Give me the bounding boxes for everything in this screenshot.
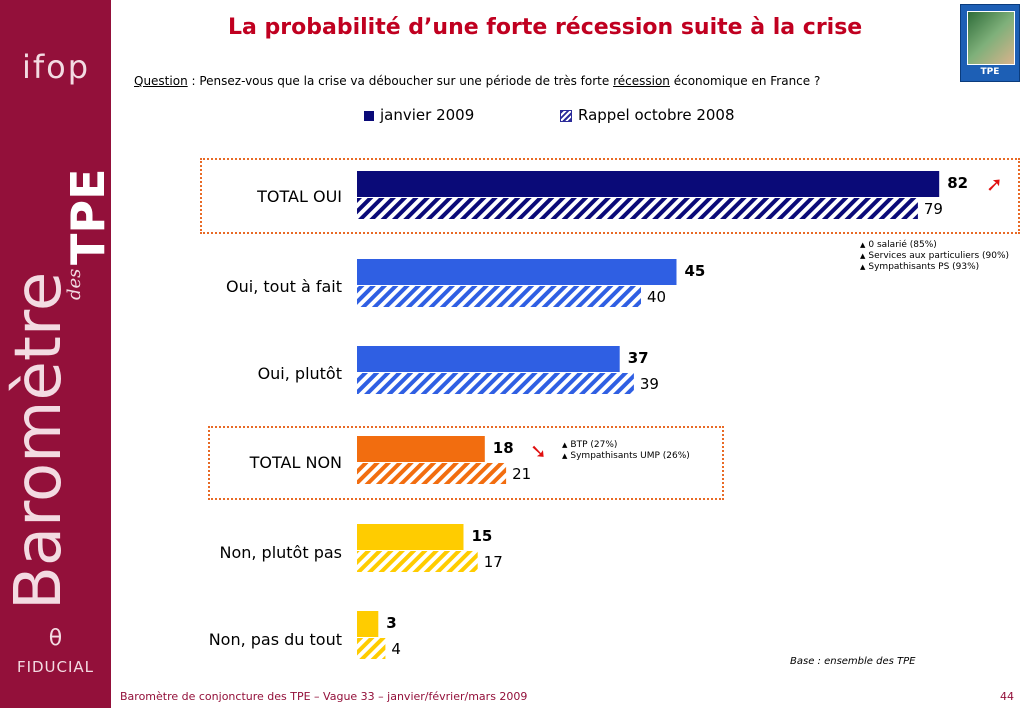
value-label-current-1: 45 [684, 262, 706, 280]
bar-previous-non-plutot-pas [357, 551, 478, 572]
footer-text: Baromètre de conjoncture des TPE – Vague… [120, 690, 528, 703]
category-label-non-pas-du-tout: Non, pas du tout [208, 630, 342, 649]
bar-previous-total-oui [357, 198, 918, 219]
value-label-previous-0: 79 [923, 200, 943, 218]
bar-previous-oui-plutot [357, 373, 634, 394]
tpe-badge: TPE [960, 4, 1020, 82]
category-label-oui-tout-a-fait: Oui, tout à fait [226, 277, 342, 296]
note-oui-item: ▲ 0 salarié (85%) [860, 240, 937, 250]
total-oui-highlight [200, 158, 1020, 234]
legend-previous-label: Rappel octobre 2008 [578, 106, 735, 124]
badge-label: TPE [980, 67, 1000, 77]
triangle-up-icon: ▲ [562, 452, 568, 460]
value-label-previous-2: 39 [639, 375, 659, 393]
value-label-current-5: 3 [386, 614, 397, 632]
question-text: Question : Pensez-vous que la crise va d… [134, 74, 934, 88]
badge-photo [967, 11, 1015, 65]
triangle-up-icon: ▲ [860, 241, 866, 249]
note-oui-item: ▲ Services aux particuliers (90%) [860, 251, 1010, 261]
fiducial-logo: θ FIDUCIAL [0, 626, 111, 677]
notes-non: ▲ BTP (27%) ▲ Sympathisants UMP (26%) [562, 440, 690, 462]
bar-current-total-non [357, 436, 485, 462]
value-label-previous-3: 21 [512, 465, 532, 483]
question-body: : Pensez-vous que la crise va déboucher … [187, 74, 614, 88]
value-label-previous-1: 40 [647, 288, 667, 306]
ifop-logo: ifop [21, 48, 91, 86]
legend-swatch-solid [364, 110, 374, 121]
notes-oui: ▲ 0 salarié (85%) ▲ Services aux particuli… [860, 240, 1009, 273]
bar-previous-oui-tout-a-fait [357, 286, 641, 307]
value-label-previous-4: 17 [483, 553, 503, 571]
bar-current-non-pas-du-tout [357, 611, 379, 637]
note-oui-item: ▲ Sympathisants PS (93%) [860, 262, 980, 272]
fiducial-icon: θ [48, 626, 63, 651]
legend-current-label: janvier 2009 [380, 106, 475, 124]
category-label-oui-plutot: Oui, plutôt [257, 364, 342, 383]
note-non-item: ▲ BTP (27%) [562, 440, 618, 450]
value-label-current-3: 18 [492, 439, 514, 457]
bar-current-total-oui [357, 171, 940, 197]
bar-current-oui-plutot [357, 346, 620, 372]
category-label-total-non: TOTAL NON [249, 453, 342, 472]
value-label-current-0: 82 [947, 174, 969, 192]
bar-previous-non-pas-du-tout [357, 638, 386, 659]
triangle-up-icon: ▲ [860, 263, 866, 271]
bar-current-non-plutot-pas [357, 524, 464, 550]
category-label-non-plutot-pas: Non, plutôt pas [219, 543, 342, 562]
triangle-up-icon: ▲ [562, 441, 568, 449]
value-label-previous-5: 4 [391, 640, 401, 658]
bar-previous-total-non [357, 463, 507, 484]
question-label: Question [134, 74, 188, 88]
trend-up-arrow-icon: ➚ [986, 172, 1003, 196]
base-note: Base : ensemble des TPE [790, 656, 916, 667]
trend-down-arrow-icon: ➘ [530, 439, 547, 463]
legend-swatch-hatched [560, 109, 572, 122]
fiducial-text: FIDUCIAL [16, 658, 95, 676]
question-end: économique en France ? [669, 74, 821, 88]
legend-current: janvier 2009 [364, 106, 474, 124]
triangle-up-icon: ▲ [860, 252, 866, 260]
value-label-current-2: 37 [627, 349, 649, 367]
question-keyword: récession [613, 74, 670, 88]
value-label-current-4: 15 [471, 527, 493, 545]
page-title: La probabilité d’une forte récession sui… [228, 15, 863, 40]
note-non-item: ▲ Sympathisants UMP (26%) [562, 451, 690, 461]
page-number: 44 [1000, 690, 1014, 703]
bar-current-oui-tout-a-fait [357, 259, 677, 285]
category-label-total-oui: TOTAL OUI [257, 187, 342, 206]
total-non-highlight [208, 426, 724, 500]
legend-previous: Rappel octobre 2008 [560, 106, 735, 124]
